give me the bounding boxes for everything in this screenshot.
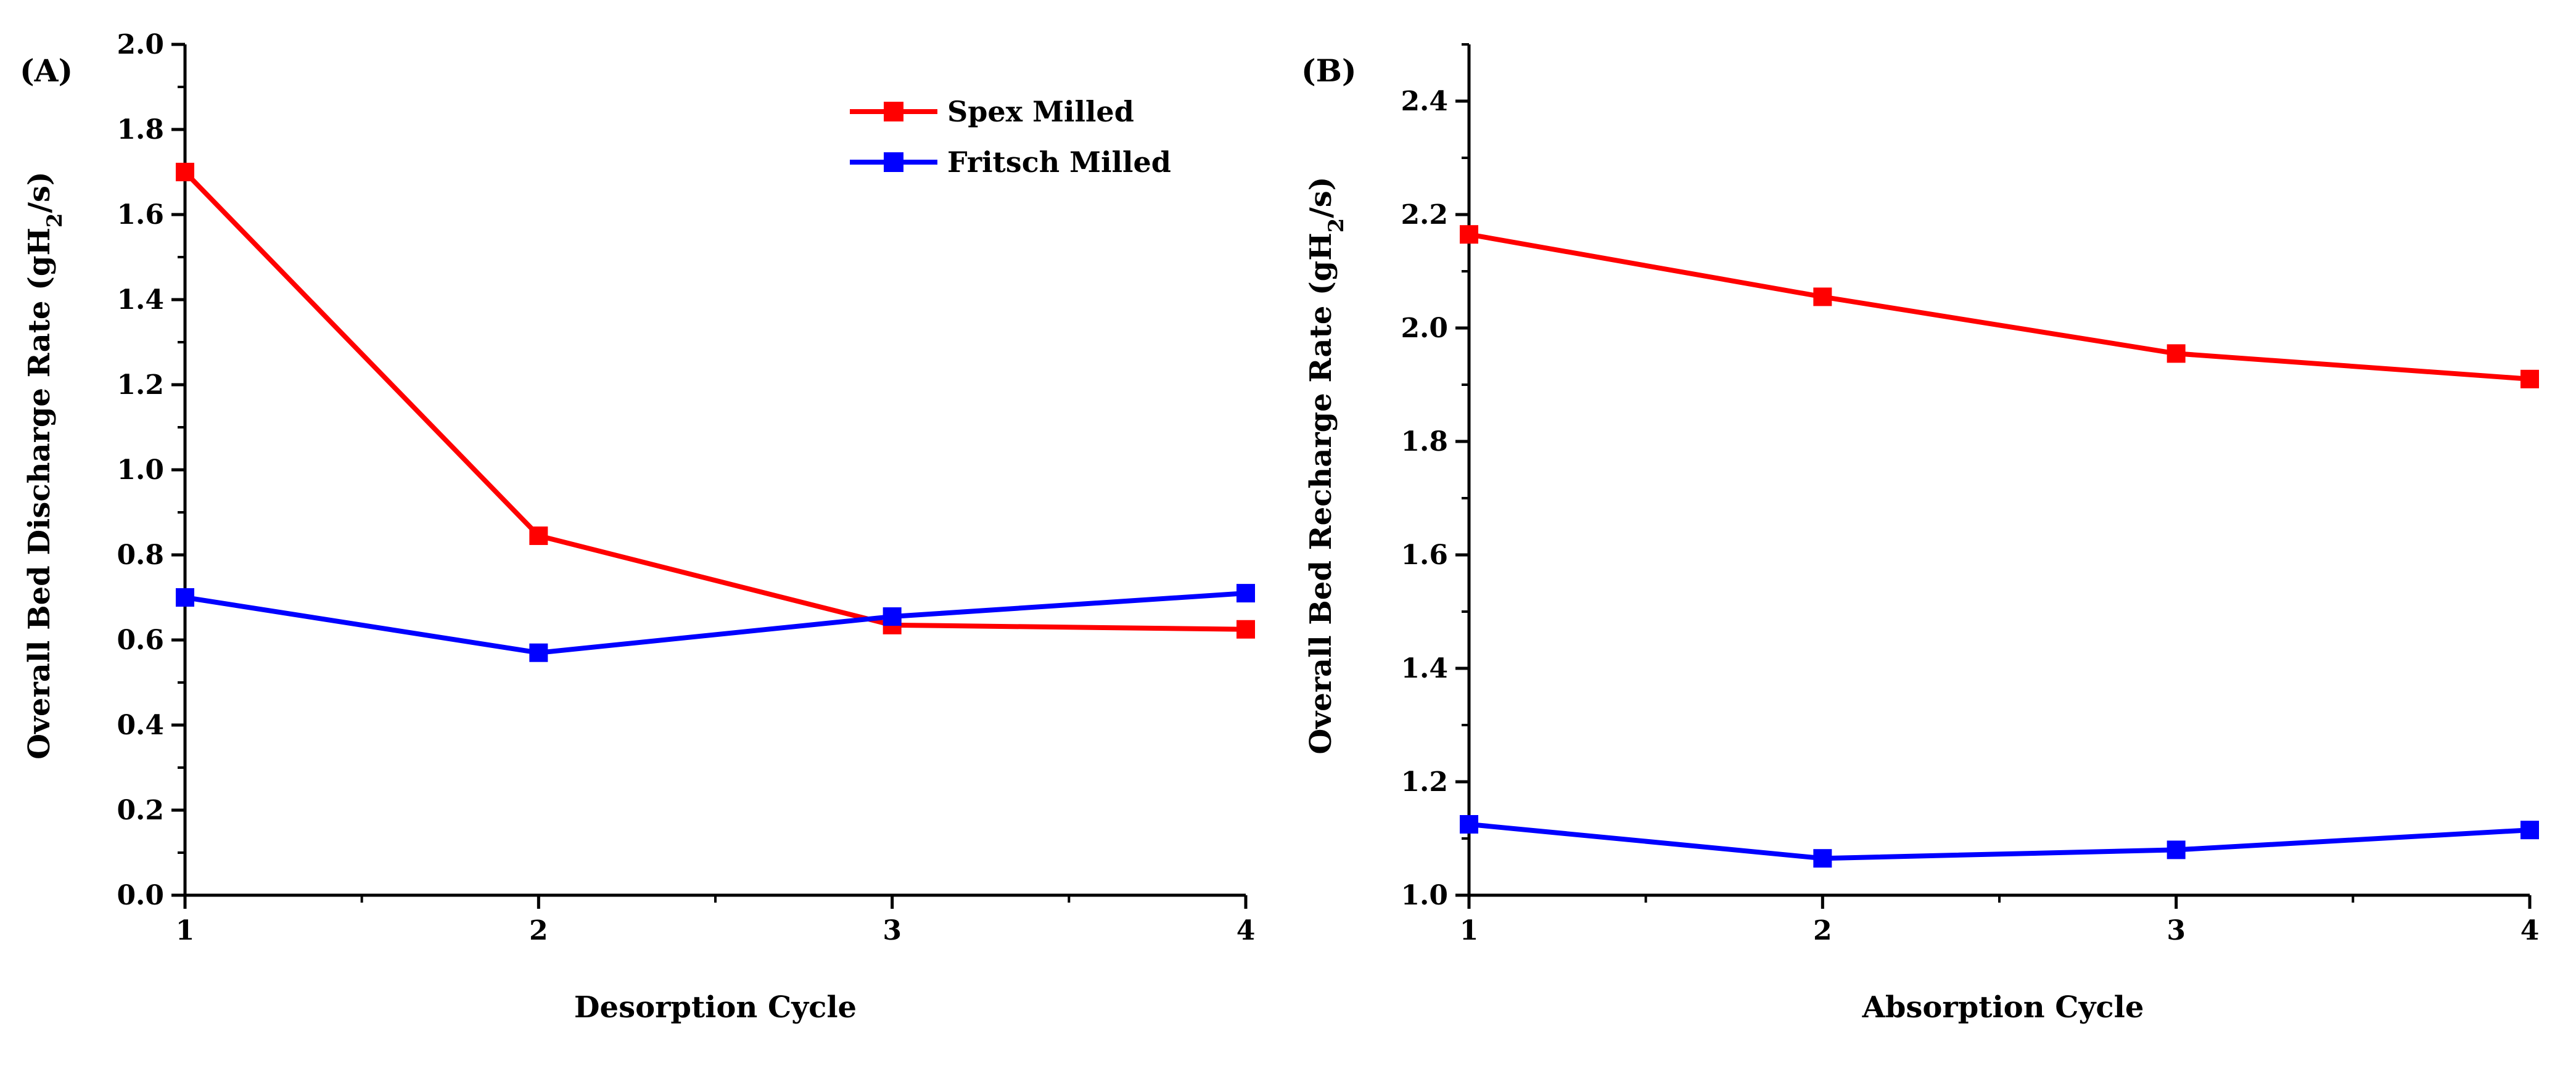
y-tick-label-a: 1.6 (117, 199, 164, 231)
x-tick-label-b: 2 (1813, 915, 1832, 946)
series-line-spex-a (183, 170, 1246, 632)
y-tick-label-b: 2.0 (1401, 313, 1448, 344)
legend: Spex Milled Fritsch Milled (850, 95, 1171, 179)
y-tick-label-a: 2.0 (117, 29, 164, 60)
y-axis-title-b: Overall Bed Recharge Rate (gH2/s) (1304, 176, 1349, 754)
panel-label-a: (A) (20, 52, 73, 89)
x-tick-label-a: 3 (883, 915, 902, 946)
x-tick-label-b: 1 (1460, 915, 1479, 946)
y-tick-label-a: 1.0 (117, 454, 164, 486)
data-point-spex-a (176, 163, 194, 181)
data-point-fritsch-b (1460, 815, 1478, 834)
data-point-spex-a (529, 526, 548, 545)
x-axis-title-b: Absorption Cycle (1862, 990, 2144, 1025)
y-axis-title-a: Overall Bed Discharge Rate (gH2/s) (22, 171, 67, 759)
series-fritsch-b (1460, 815, 2539, 868)
legend-item-fritsch: Fritsch Milled (850, 146, 1171, 179)
y-tick-label-a: 0.0 (117, 880, 164, 911)
y-tick-label-b: 1.6 (1401, 539, 1448, 571)
axes-b: 1.0 1.2 1.4 1.6 1.8 2.0 2.2 2.4 1 2 3 4 (1401, 43, 2540, 946)
y-tick-label-b: 1.2 (1401, 766, 1448, 798)
data-point-fritsch-b (2520, 821, 2539, 840)
y-tick-label-b: 1.0 (1401, 880, 1448, 911)
data-point-spex-b (1460, 225, 1478, 244)
panel-label-b: (B) (1301, 52, 1357, 89)
series-fritsch-a (176, 584, 1255, 662)
y-tick-label-b: 1.8 (1401, 426, 1448, 457)
x-tick-label-a: 1 (176, 915, 195, 946)
y-tick-label-a: 1.2 (117, 369, 164, 401)
data-point-fritsch-a (1237, 584, 1255, 603)
x-tick-label-b: 3 (2167, 915, 2186, 946)
y-tick-label-a: 0.6 (117, 625, 164, 656)
axes-a: 0.0 0.2 0.4 0.6 0.8 1.0 1.2 1.4 1.6 1.8 2.0 1 2 3 4 (117, 29, 1255, 946)
data-point-fritsch-b (1813, 849, 1832, 868)
data-point-spex-b (2167, 344, 2186, 363)
y-tick-label-b: 1.4 (1401, 653, 1448, 684)
data-point-spex-a (1237, 620, 1255, 639)
y-tick-label-a: 0.8 (117, 539, 164, 571)
y-tick-label-a: 1.4 (117, 284, 164, 316)
y-tick-label-b: 2.4 (1401, 86, 1448, 117)
y-tick-label-a: 0.2 (117, 795, 164, 826)
series-spex-b (1460, 225, 2539, 388)
data-point-spex-b (1813, 287, 1832, 306)
series-line-spex-b (1468, 232, 2530, 382)
legend-marker-fritsch (884, 152, 903, 172)
y-tick-label-a: 0.4 (117, 710, 164, 741)
legend-label-spex: Spex Milled (947, 95, 1134, 128)
x-tick-label-a: 4 (1237, 915, 1256, 946)
legend-item-spex: Spex Milled (850, 95, 1134, 128)
x-tick-label-b: 4 (2520, 915, 2540, 946)
series-spex-a (176, 163, 1255, 639)
series-line-fritsch-b (1468, 822, 2530, 861)
y-tick-label-a: 1.8 (117, 114, 164, 146)
chart-panel-b: (B) Absorption Cycle Overall Bed Recharg… (1301, 43, 2540, 1025)
x-tick-label-a: 2 (529, 915, 548, 946)
chart-panel-a: (A) Desorption Cycle Overall Bed Dischar… (20, 29, 1255, 1025)
data-point-fritsch-b (2167, 840, 2186, 859)
legend-marker-spex (884, 102, 903, 121)
data-point-fritsch-a (529, 643, 548, 662)
data-point-spex-b (2520, 369, 2539, 388)
data-point-fritsch-a (883, 607, 902, 626)
series-line-fritsch-a (184, 591, 1246, 655)
y-tick-label-b: 2.2 (1401, 199, 1448, 231)
x-axis-title-a: Desorption Cycle (574, 990, 857, 1025)
data-point-fritsch-a (176, 588, 194, 607)
legend-label-fritsch: Fritsch Milled (947, 146, 1171, 179)
